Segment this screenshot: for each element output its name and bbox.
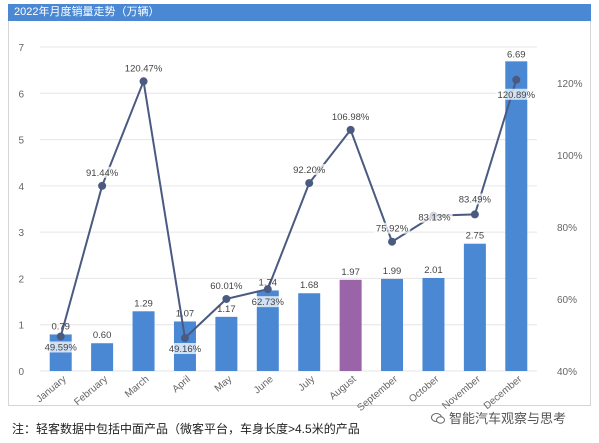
x-tick-label: November	[440, 373, 483, 412]
bar-value-label: 1.17	[217, 304, 236, 315]
line-label-bg	[122, 62, 165, 74]
bar	[91, 343, 114, 371]
chart-title: 2022年月度销量走势（万辆）	[8, 4, 591, 21]
x-tick-label: March	[123, 374, 151, 400]
growth-line	[59, 77, 518, 341]
y-right-tick-label: 120%	[557, 79, 583, 90]
line-label-bg	[373, 222, 411, 234]
line-label-bg	[208, 279, 245, 291]
bar	[463, 243, 486, 371]
line-value-label: 92.20%	[293, 165, 326, 176]
bar-value-label: 1.07	[176, 308, 195, 319]
y-left-tick-label: 3	[18, 228, 24, 239]
bar-value-label: 2.01	[424, 265, 443, 276]
y-left-tick-label: 4	[18, 182, 24, 193]
bar	[132, 311, 155, 371]
y-left-tick-label: 7	[18, 43, 24, 54]
line-value-label: 83.13%	[418, 213, 451, 224]
wechat-icon	[431, 413, 445, 424]
line-point	[470, 210, 479, 219]
y-right-tick-label: 100%	[557, 151, 583, 162]
y-right-tick-label: 60%	[557, 295, 577, 306]
line-point	[139, 77, 148, 86]
line-value-label: 120.89%	[498, 90, 536, 101]
bar	[505, 61, 528, 371]
line-value-label: 49.59%	[45, 342, 78, 353]
y-left-tick-label: 5	[18, 136, 24, 147]
x-tick-label: December	[482, 373, 525, 412]
line-point	[512, 75, 521, 84]
line-point	[56, 332, 65, 341]
y-right-tick-label: 80%	[557, 223, 577, 234]
line-point	[305, 179, 314, 188]
bar-value-label: 6.69	[507, 49, 526, 60]
line-value-label: 62.73%	[252, 297, 285, 308]
line-label-bg	[416, 211, 453, 223]
y-left-tick-label: 6	[18, 89, 24, 100]
x-tick-label: February	[72, 374, 110, 408]
line-label-bg	[83, 166, 121, 178]
x-tick-label: June	[252, 374, 276, 397]
bar-value-label: 1.99	[383, 266, 402, 277]
watermark: 智能汽车观察与思考	[431, 408, 566, 427]
x-tick-label: September	[355, 373, 400, 413]
line-point	[180, 334, 189, 343]
y-left-tick-label: 2	[18, 274, 24, 285]
watermark-text: 智能汽车观察与思考	[449, 411, 567, 426]
x-tick-label: January	[34, 374, 68, 405]
bar-value-label: 0.60	[93, 330, 112, 341]
line-point	[98, 181, 107, 190]
footnote: 注：轻客数据中包括中面产品（微客平台，车身长度>4.5米的产品	[12, 422, 360, 436]
bar-value-label: 1.68	[300, 280, 319, 291]
bar-value-label: 1.97	[341, 267, 360, 278]
x-tick-label: May	[213, 374, 235, 395]
line-label-bg	[495, 88, 538, 100]
line-label-bg	[291, 164, 328, 176]
line-point	[263, 285, 272, 294]
line-label-bg	[456, 193, 494, 205]
bar-value-label: 1.29	[134, 298, 153, 309]
chart-frame	[8, 21, 591, 406]
bar	[422, 277, 445, 371]
line-value-label: 91.44%	[86, 168, 119, 179]
bar	[339, 279, 362, 371]
line-label-bg	[249, 296, 286, 308]
line-point	[346, 125, 355, 134]
bar-value-label: 1.74	[259, 277, 278, 288]
bar	[215, 316, 238, 371]
line-value-label: 60.01%	[210, 281, 243, 292]
line-label-bg	[329, 110, 372, 122]
line-value-label: 75.92%	[376, 224, 409, 235]
line-point	[222, 294, 231, 303]
y-right-tick-label: 40%	[557, 367, 577, 378]
bar	[298, 293, 321, 371]
line-value-label: 120.47%	[125, 63, 163, 74]
y-left-tick-label: 1	[18, 321, 24, 332]
x-tick-label: April	[170, 374, 192, 395]
line-label-bg	[166, 343, 204, 355]
line-value-label: 49.16%	[169, 344, 202, 355]
x-tick-label: August	[328, 374, 359, 403]
line-label-bg	[42, 341, 79, 353]
bar	[381, 278, 404, 371]
line-value-label: 83.49%	[459, 194, 492, 205]
y-left-tick-label: 0	[18, 367, 24, 378]
line-point	[388, 237, 397, 246]
x-tick-label: July	[296, 374, 317, 394]
line-value-label: 106.98%	[332, 112, 370, 123]
bar	[256, 290, 279, 371]
bar-value-label: 0.79	[51, 321, 70, 332]
x-tick-label: October	[407, 373, 442, 405]
bar-value-label: 2.75	[466, 231, 485, 242]
